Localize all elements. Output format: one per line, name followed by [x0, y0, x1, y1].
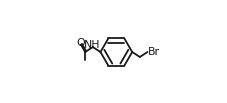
- Text: NH: NH: [84, 40, 101, 50]
- Text: O: O: [76, 37, 84, 47]
- Text: Br: Br: [148, 47, 160, 57]
